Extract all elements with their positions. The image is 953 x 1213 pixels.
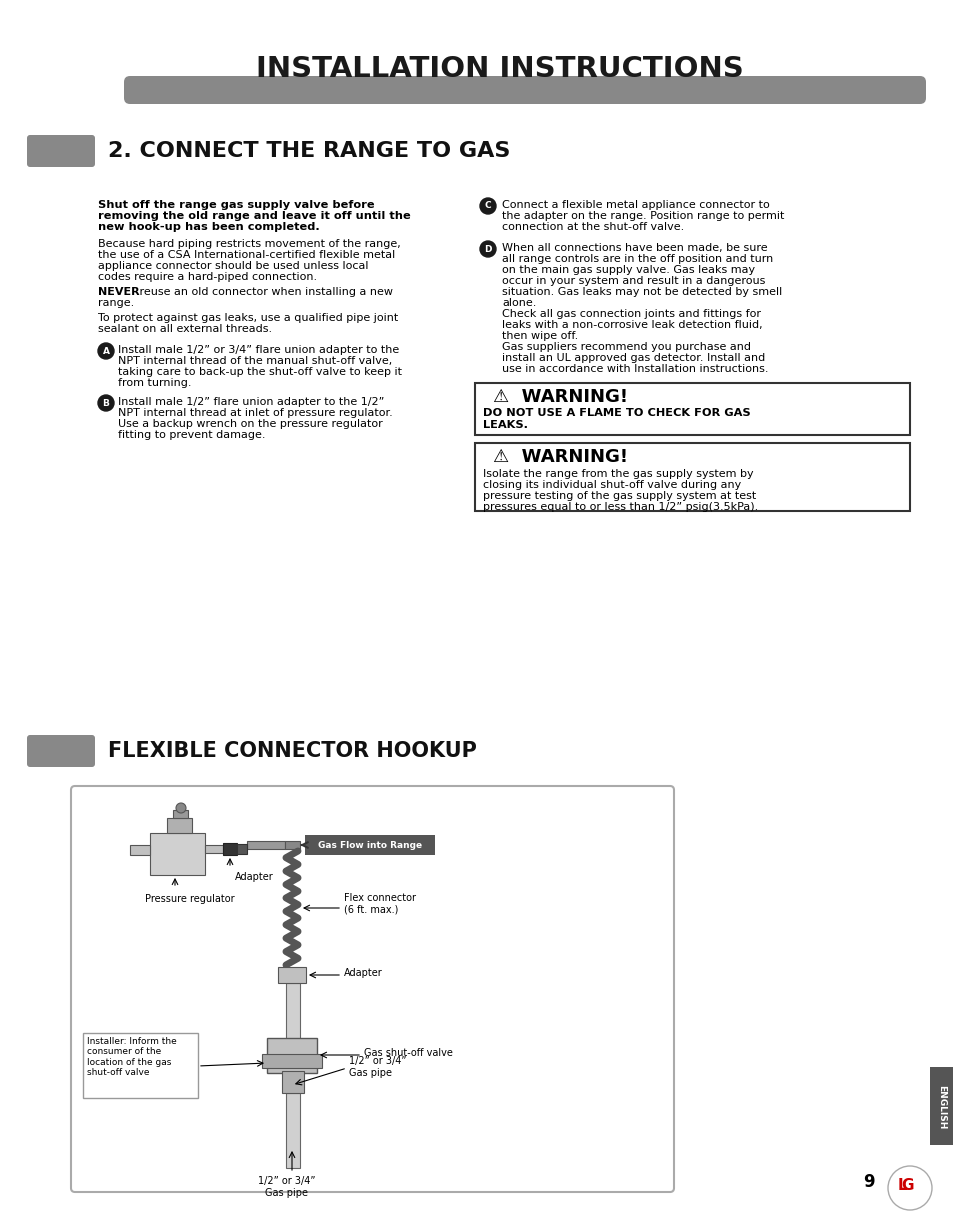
Text: connection at the shut-off valve.: connection at the shut-off valve. xyxy=(501,222,683,232)
Text: ⚠  WARNING!: ⚠ WARNING! xyxy=(493,448,627,466)
Text: Gas shut-off valve: Gas shut-off valve xyxy=(364,1048,453,1058)
Bar xyxy=(282,1071,304,1093)
Bar xyxy=(236,844,247,854)
Text: alone.: alone. xyxy=(501,298,536,308)
Text: new hook-up has been completed.: new hook-up has been completed. xyxy=(98,222,319,232)
Bar xyxy=(286,983,299,1067)
Text: G: G xyxy=(901,1179,913,1194)
Text: all range controls are in the off position and turn: all range controls are in the off positi… xyxy=(501,254,773,264)
Circle shape xyxy=(887,1166,931,1211)
Bar xyxy=(205,845,223,853)
Text: Isolate the range from the gas supply system by: Isolate the range from the gas supply sy… xyxy=(482,469,753,479)
Text: sealant on all external threads.: sealant on all external threads. xyxy=(98,324,272,334)
Text: LEAKS.: LEAKS. xyxy=(482,420,527,429)
Text: B: B xyxy=(103,399,110,408)
Text: D: D xyxy=(484,245,491,254)
Bar xyxy=(223,843,236,855)
Bar xyxy=(285,841,299,849)
Text: Install male 1/2” or 3/4” flare union adapter to the: Install male 1/2” or 3/4” flare union ad… xyxy=(118,344,399,355)
Bar xyxy=(929,1067,953,1145)
Text: closing its individual shut-off valve during any: closing its individual shut-off valve du… xyxy=(482,480,740,490)
Text: reuse an old connector when installing a new: reuse an old connector when installing a… xyxy=(136,287,393,297)
FancyBboxPatch shape xyxy=(71,786,673,1192)
Text: C: C xyxy=(484,201,491,211)
Text: range.: range. xyxy=(98,298,134,308)
Bar xyxy=(150,833,205,875)
Circle shape xyxy=(175,803,186,813)
Text: Gas suppliers recommend you purchase and: Gas suppliers recommend you purchase and xyxy=(501,342,750,352)
Text: situation. Gas leaks may not be detected by smell: situation. Gas leaks may not be detected… xyxy=(501,287,781,297)
Bar xyxy=(172,810,188,818)
Text: 1/2” or 3/4”
Gas pipe: 1/2” or 3/4” Gas pipe xyxy=(349,1057,406,1078)
Text: Installer: Inform the
consumer of the
location of the gas
shut-off valve: Installer: Inform the consumer of the lo… xyxy=(87,1037,176,1077)
Bar xyxy=(267,1038,316,1074)
Text: NPT internal thread of the manual shut-off valve,: NPT internal thread of the manual shut-o… xyxy=(118,355,392,366)
Text: Connect a flexible metal appliance connector to: Connect a flexible metal appliance conne… xyxy=(501,200,769,210)
Circle shape xyxy=(98,395,113,411)
Bar xyxy=(277,967,306,983)
Text: 1/2” or 3/4”
Gas pipe: 1/2” or 3/4” Gas pipe xyxy=(258,1175,315,1197)
Text: To protect against gas leaks, use a qualified pipe joint: To protect against gas leaks, use a qual… xyxy=(98,313,397,323)
Text: use in accordance with Installation instructions.: use in accordance with Installation inst… xyxy=(501,364,768,374)
Bar xyxy=(286,1093,299,1168)
Text: fitting to prevent damage.: fitting to prevent damage. xyxy=(118,429,265,440)
Text: occur in your system and result in a dangerous: occur in your system and result in a dan… xyxy=(501,277,764,286)
Text: 2. CONNECT THE RANGE TO GAS: 2. CONNECT THE RANGE TO GAS xyxy=(108,141,510,161)
Text: NEVER: NEVER xyxy=(98,287,139,297)
FancyBboxPatch shape xyxy=(124,76,925,104)
Circle shape xyxy=(479,241,496,257)
Text: Adapter: Adapter xyxy=(234,872,274,882)
Text: ENGLISH: ENGLISH xyxy=(937,1084,945,1129)
Text: pressures equal to or less than 1/2” psig(3.5kPa).: pressures equal to or less than 1/2” psi… xyxy=(482,502,758,512)
Text: taking care to back-up the shut-off valve to keep it: taking care to back-up the shut-off valv… xyxy=(118,368,401,377)
Text: codes require a hard-piped connection.: codes require a hard-piped connection. xyxy=(98,272,316,281)
Bar xyxy=(475,443,909,511)
Text: Use a backup wrench on the pressure regulator: Use a backup wrench on the pressure regu… xyxy=(118,418,382,429)
Circle shape xyxy=(98,343,113,359)
Text: A: A xyxy=(102,347,110,355)
Text: FLEXIBLE CONNECTOR HOOKUP: FLEXIBLE CONNECTOR HOOKUP xyxy=(108,741,477,761)
Text: When all connections have been made, be sure: When all connections have been made, be … xyxy=(501,243,767,254)
FancyBboxPatch shape xyxy=(27,135,95,167)
Text: Because hard piping restricts movement of the range,: Because hard piping restricts movement o… xyxy=(98,239,400,249)
Text: Pressure regulator: Pressure regulator xyxy=(145,894,234,904)
Text: Install male 1/2” flare union adapter to the 1/2”: Install male 1/2” flare union adapter to… xyxy=(118,397,384,408)
Circle shape xyxy=(479,198,496,213)
Text: pressure testing of the gas supply system at test: pressure testing of the gas supply syste… xyxy=(482,491,756,501)
Text: the use of a CSA International-certified flexible metal: the use of a CSA International-certified… xyxy=(98,250,395,260)
Text: Shut off the range gas supply valve before: Shut off the range gas supply valve befo… xyxy=(98,200,375,210)
Bar xyxy=(262,1054,322,1067)
Text: Gas Flow into Range: Gas Flow into Range xyxy=(317,841,421,849)
Bar xyxy=(305,835,435,855)
Text: Adapter: Adapter xyxy=(344,968,382,978)
Bar xyxy=(130,845,150,855)
Text: removing the old range and leave it off until the: removing the old range and leave it off … xyxy=(98,211,411,221)
FancyBboxPatch shape xyxy=(27,735,95,767)
Text: on the main gas supply valve. Gas leaks may: on the main gas supply valve. Gas leaks … xyxy=(501,264,755,275)
Text: the adapter on the range. Position range to permit: the adapter on the range. Position range… xyxy=(501,211,783,221)
Text: L: L xyxy=(896,1179,906,1194)
Text: INSTALLATION INSTRUCTIONS: INSTALLATION INSTRUCTIONS xyxy=(255,55,743,82)
Text: NPT internal thread at inlet of pressure regulator.: NPT internal thread at inlet of pressure… xyxy=(118,408,393,418)
Text: Flex connector
(6 ft. max.): Flex connector (6 ft. max.) xyxy=(344,893,416,915)
Text: then wipe off.: then wipe off. xyxy=(501,331,578,341)
Text: Check all gas connection joints and fittings for: Check all gas connection joints and fitt… xyxy=(501,309,760,319)
Text: appliance connector should be used unless local: appliance connector should be used unles… xyxy=(98,261,368,270)
Bar xyxy=(247,841,285,849)
Text: ⚠  WARNING!: ⚠ WARNING! xyxy=(493,388,627,406)
Bar xyxy=(83,1033,198,1098)
Bar xyxy=(167,818,192,833)
Text: DO NOT USE A FLAME TO CHECK FOR GAS: DO NOT USE A FLAME TO CHECK FOR GAS xyxy=(482,408,750,418)
Text: install an UL approved gas detector. Install and: install an UL approved gas detector. Ins… xyxy=(501,353,764,363)
Text: 9: 9 xyxy=(862,1173,874,1191)
Bar xyxy=(475,383,909,435)
Text: from turning.: from turning. xyxy=(118,378,192,388)
Text: leaks with a non-corrosive leak detection fluid,: leaks with a non-corrosive leak detectio… xyxy=(501,320,761,330)
